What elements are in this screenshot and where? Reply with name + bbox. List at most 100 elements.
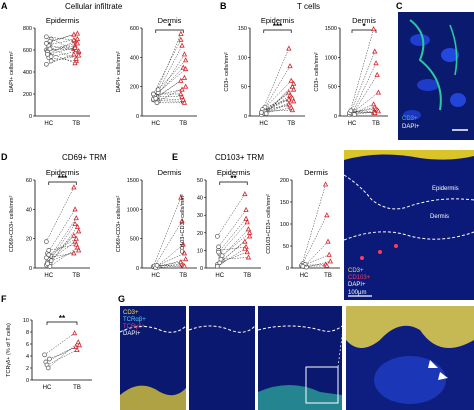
pair-line <box>261 99 289 113</box>
micrograph-e-background <box>344 150 474 300</box>
tb-point <box>372 48 378 54</box>
tb-point <box>178 77 184 83</box>
hc-point <box>47 356 52 362</box>
tb-point <box>289 107 296 113</box>
panel-letter-a: A <box>1 1 8 11</box>
panel-letter-c: C <box>396 1 403 11</box>
pair-line <box>155 244 184 268</box>
pair-line <box>157 60 186 90</box>
pair-line <box>263 107 292 114</box>
boundary-line <box>257 325 343 332</box>
plot-subtitle: Dermis <box>158 16 182 25</box>
pair-line <box>47 40 76 55</box>
plot-b-dermis: 0 500 1000 1500 HC TB CD3+ cells/mm² Dermis* <box>314 16 388 127</box>
tb-point <box>244 219 250 225</box>
tb-point <box>181 263 188 269</box>
pair-line <box>264 109 293 112</box>
hc-point <box>215 263 220 269</box>
nucleus <box>403 110 421 120</box>
tb-point <box>245 254 252 260</box>
tb-point <box>72 220 78 227</box>
x-tick-label: HC <box>259 121 268 127</box>
y-tick-label: 4 <box>26 354 29 360</box>
y-tick-label: 0 <box>136 114 139 120</box>
pair-line <box>49 33 78 42</box>
tb-point <box>325 238 331 244</box>
significance-label: * <box>168 22 172 31</box>
tb-point <box>74 346 80 353</box>
x-tick-label: HC <box>215 273 224 279</box>
y-axis-label: CD69+CD3+ cells/mm² <box>9 196 15 253</box>
cd103-cell <box>378 250 382 254</box>
tb-point <box>375 108 382 114</box>
y-axis-label: CD3+ cells/mm² <box>314 52 320 91</box>
y-tick-label: 20 <box>26 237 32 243</box>
micro-e-legend-1: CD3+ <box>348 268 364 274</box>
tb-point <box>286 96 292 102</box>
tb-point <box>244 249 250 255</box>
cd3-band <box>344 150 474 160</box>
tb-point <box>71 31 77 37</box>
tb-point <box>73 235 79 241</box>
hc-point <box>259 110 264 115</box>
micro-g-legend-4: DAPI+ <box>123 331 141 337</box>
y-tick-label: 600 <box>130 26 139 32</box>
y-tick-label: 0 <box>200 266 203 272</box>
y-tick-label: 6 <box>26 342 29 348</box>
y-tick-label: 600 <box>23 48 32 54</box>
hc-point <box>300 263 306 269</box>
pair-line <box>266 89 294 111</box>
significance-label: ** <box>59 314 66 323</box>
hc-point <box>154 263 160 268</box>
nucleus <box>441 48 459 62</box>
panel-letter-b: B <box>220 1 227 11</box>
y-axis-label: DAPI+ cells/mm² <box>116 51 122 92</box>
tb-point <box>178 30 184 36</box>
pair-line <box>154 95 183 98</box>
hc-point <box>48 54 54 59</box>
nucleus <box>374 356 446 404</box>
tb-point <box>181 74 188 80</box>
pair-line <box>153 39 182 95</box>
plot-a-dermis: 0 200 400 600 HC TB DAPI+ cells/mm² Dermis* <box>116 16 197 127</box>
significance-label: *** <box>273 22 283 31</box>
tb-point <box>374 71 380 77</box>
tb-point <box>182 83 189 89</box>
pair-line <box>349 29 374 114</box>
x-tick-label: HC <box>348 121 357 127</box>
x-tick-label: TB <box>179 121 187 127</box>
y-tick-label: 10 <box>197 248 203 254</box>
pair-line <box>49 344 80 360</box>
hc-point <box>48 58 54 64</box>
plot-b-epidermis: 0 50 100 150 HC TB CD3+ cells/mm² Epidermis*** <box>224 16 305 127</box>
tb-point <box>71 51 77 57</box>
plot-f: 0 2 4 6 8 10 HC TB TCRγδ+ (% of T cells) ** <box>6 314 92 391</box>
panel-letter-f: F <box>1 294 7 304</box>
pair-line <box>49 226 78 264</box>
tb-point <box>74 35 81 41</box>
micro-e-legend-2: CD103+ <box>348 275 371 281</box>
tb-point <box>246 233 253 239</box>
pair-line <box>301 264 326 266</box>
pair-line <box>302 215 328 264</box>
pair-line <box>155 100 184 102</box>
y-tick-label: 0 <box>29 114 32 120</box>
pair-line <box>263 80 292 110</box>
hc-point <box>263 111 269 117</box>
tb-point <box>370 26 377 32</box>
y-axis-label: CD103+CD3+ cells/mm² <box>180 194 186 254</box>
pair-line <box>47 47 76 55</box>
pair-line <box>48 342 79 369</box>
tb-point <box>373 60 379 66</box>
significance-label: * <box>362 22 366 31</box>
pair-line <box>51 55 79 62</box>
hc-point <box>43 61 49 67</box>
pair-line <box>221 232 250 256</box>
hc-point <box>45 52 50 57</box>
tb-point <box>286 45 292 51</box>
cd3-staining <box>449 24 458 76</box>
hc-point <box>47 264 53 269</box>
hc-point <box>42 352 47 358</box>
cd103-cell <box>394 244 398 248</box>
tb-point <box>71 184 77 190</box>
